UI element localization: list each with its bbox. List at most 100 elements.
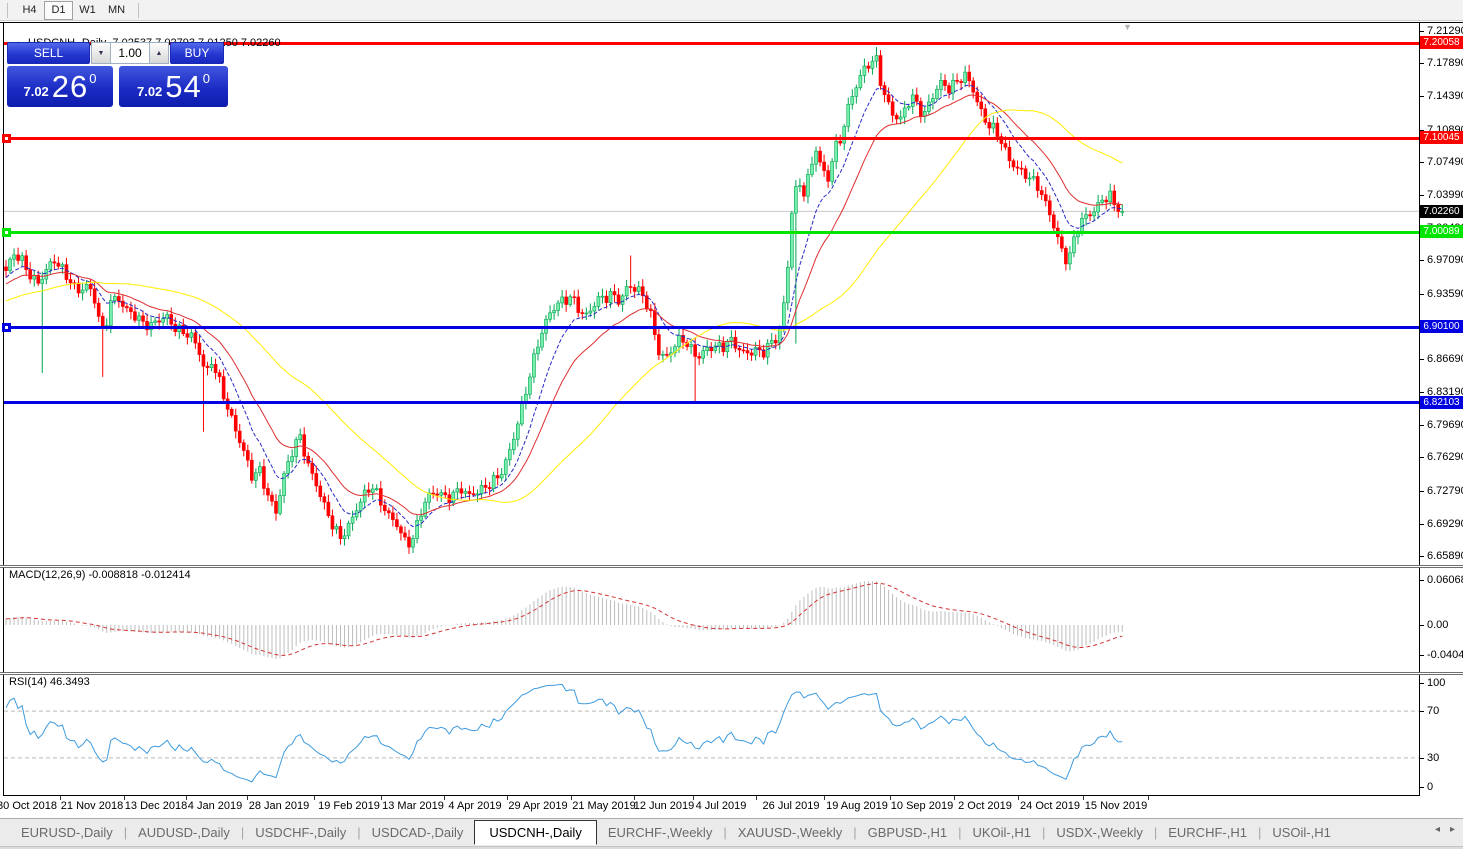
chart-tab-eurchf-h1[interactable]: EURCHF-,H1 [1168, 825, 1247, 840]
chart-tab-usdcnh-daily[interactable]: USDCNH-,Daily [474, 820, 597, 845]
horizontal-level-line-7.00089[interactable] [4, 231, 1419, 234]
rsi-axis-label: 70 [1427, 705, 1440, 717]
chart-tab-xauusd-weekly[interactable]: XAUUSD-,Weekly [737, 825, 843, 840]
date-axis-tick [824, 796, 825, 800]
price-axis-label: 6.83190 [1427, 386, 1463, 398]
date-axis-tick [954, 796, 955, 800]
price-axis-tick [1419, 392, 1424, 393]
volume-increase-button[interactable]: ▲ [149, 42, 169, 64]
rsi-axis-tick [1419, 758, 1424, 759]
date-axis-label: 19 Aug 2019 [826, 800, 888, 812]
price-badge-6.82103: 6.82103 [1420, 396, 1463, 409]
price-axis-tick [1419, 63, 1424, 64]
chart-tab-gbpusd-h1[interactable]: GBPUSD-,H1 [867, 825, 948, 840]
tab-scroll-left-icon[interactable]: ◂ [1434, 824, 1440, 835]
timeframe-button-h4[interactable]: H4 [22, 4, 37, 16]
panel-splitter-macd[interactable] [0, 565, 1463, 568]
price-axis-label: 6.76290 [1427, 451, 1463, 463]
level-anchor-marker-6.90100[interactable] [2, 323, 11, 332]
timeframe-button-d1[interactable]: D1 [44, 0, 73, 20]
date-axis-tick [60, 796, 61, 800]
price-axis-label: 7.14390 [1427, 90, 1463, 102]
horizontal-level-line-7.20058[interactable] [4, 42, 1419, 45]
tab-scroll-controls: ◂ ▸ [1435, 824, 1455, 835]
macd-axis-label: -0.040432 [1427, 649, 1463, 661]
tab-separator: | [357, 825, 361, 840]
chart-tab-eurchf-weekly[interactable]: EURCHF-,Weekly [607, 825, 713, 840]
chart-tab-usdchf-daily[interactable]: USDCHF-,Daily [255, 825, 347, 840]
price-axis-tick [1419, 96, 1424, 97]
price-chart-canvas[interactable] [4, 23, 1419, 565]
macd-axis-tick [1419, 625, 1424, 626]
date-axis-tick [186, 796, 187, 800]
chart-tab-ukoil-h1[interactable]: UKOil-,H1 [972, 825, 1031, 840]
rsi-chart-canvas[interactable] [4, 676, 1419, 795]
price-axis-tick [1419, 260, 1424, 261]
timeframe-button-w1[interactable]: W1 [79, 4, 96, 16]
macd-chart-canvas[interactable] [4, 569, 1419, 672]
chart-tab-usdcad-daily[interactable]: USDCAD-,Daily [371, 825, 464, 840]
chart-tab-audusd-daily[interactable]: AUDUSD-,Daily [138, 825, 230, 840]
panel-splitter-rsi[interactable] [0, 672, 1463, 675]
macd-axis-tick [1419, 655, 1424, 656]
price-axis-label: 6.72790 [1427, 485, 1463, 497]
price-badge-6.90100: 6.90100 [1420, 320, 1463, 333]
date-axis-tick [314, 796, 315, 800]
price-axis-label: 7.03990 [1427, 189, 1463, 201]
timeframe-button-mn[interactable]: MN [107, 4, 126, 16]
date-axis-label: 2 Oct 2019 [958, 800, 1012, 812]
price-axis-tick [1419, 162, 1424, 163]
sell-button[interactable]: SELL [7, 42, 90, 64]
date-axis-tick [634, 796, 635, 800]
price-axis-label: 6.86690 [1427, 353, 1463, 365]
tab-scroll-right-icon[interactable]: ▸ [1449, 824, 1455, 835]
price-axis-tick [1419, 294, 1424, 295]
rsi-line [5, 683, 1123, 783]
tab-separator: | [1153, 825, 1158, 840]
chart-tab-usdx-weekly[interactable]: USDX-,Weekly [1056, 825, 1143, 840]
sell-price-button[interactable]: 7.02 26 0 [7, 66, 113, 107]
rsi-axis-tick [1419, 683, 1424, 684]
level-anchor-marker-7.00089[interactable] [2, 228, 11, 237]
date-axis-label: 26 Jul 2019 [762, 800, 820, 812]
horizontal-level-line-7.10045[interactable] [4, 137, 1419, 140]
price-axis-label: 6.93590 [1427, 288, 1463, 300]
date-axis-label: 12 Jun 2019 [633, 800, 695, 812]
timeframe-toolbar: H4 D1 W1 MN [0, 0, 1463, 21]
price-axis-label: 6.65890 [1427, 550, 1463, 562]
moving-average-fast [5, 84, 1123, 528]
date-axis-label: 29 Apr 2019 [508, 800, 568, 812]
price-badge-7.02260: 7.02260 [1420, 205, 1463, 218]
date-axis-tick [124, 796, 125, 800]
date-axis-label: 13 Mar 2019 [382, 800, 444, 812]
date-axis-tick [444, 796, 445, 800]
tab-separator: | [958, 825, 962, 840]
chart-border-top [0, 22, 1463, 23]
tab-separator: | [1042, 825, 1046, 840]
date-axis-tick [1083, 796, 1084, 800]
chart-shift-marker-icon[interactable]: ▼ [1123, 22, 1132, 32]
price-axis-label: 6.69290 [1427, 518, 1463, 530]
chart-tab-bar: EURUSD-,Daily | AUDUSD-,Daily | USDCHF-,Dail… [0, 818, 1463, 846]
macd-axis-label: 0.00 [1427, 619, 1449, 631]
macd-axis-label: 0.060687 [1427, 574, 1463, 586]
buy-price-button[interactable]: 7.02 54 0 [119, 66, 228, 107]
volume-decrease-button[interactable]: ▼ [91, 42, 111, 64]
date-axis-label: 19 Feb 2019 [318, 800, 380, 812]
price-axis-label: 6.97090 [1427, 254, 1463, 266]
chart-tab-eurusd-daily[interactable]: EURUSD-,Daily [21, 825, 113, 840]
horizontal-level-line-6.90100[interactable] [4, 326, 1419, 329]
one-click-trading-panel: SELL ▼ 1.00 ▲ BUY 7.02 26 0 7.02 54 0 [7, 42, 228, 107]
sell-price-point: 0 [89, 71, 97, 86]
buy-button[interactable]: BUY [170, 42, 224, 64]
chart-border-left [3, 22, 4, 796]
horizontal-level-line-6.82103[interactable] [4, 401, 1419, 404]
sell-price-pips: 26 [51, 68, 89, 104]
volume-input[interactable]: 1.00 [111, 42, 149, 64]
date-axis-label: 21 Nov 2018 [60, 800, 124, 812]
date-axis-label: 21 May 2019 [572, 800, 636, 812]
level-anchor-marker-7.10045[interactable] [2, 134, 11, 143]
chart-tab-usoil-h1[interactable]: USOil-,H1 [1272, 825, 1331, 840]
price-axis-tick [1419, 457, 1424, 458]
tab-separator: | [853, 825, 857, 840]
